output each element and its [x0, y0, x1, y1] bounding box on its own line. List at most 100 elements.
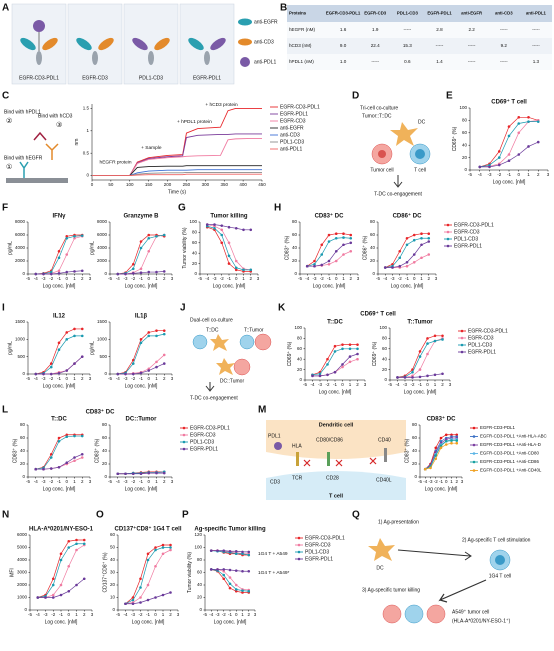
table-cell: 1.0 — [340, 59, 347, 64]
data-point — [222, 568, 226, 571]
y-tick-label: 20 — [370, 258, 376, 263]
panel-label: Q — [352, 510, 360, 521]
data-point — [65, 369, 69, 372]
table-cell: ----- — [371, 59, 379, 64]
fab-pdl1 — [132, 37, 148, 51]
data-point — [426, 337, 429, 340]
t-cell — [192, 334, 208, 350]
data-point — [162, 233, 166, 237]
legend-marker — [446, 223, 450, 227]
data-point — [49, 362, 53, 365]
data-point — [57, 372, 61, 375]
x-tick-label: -1 — [333, 382, 337, 387]
data-point — [139, 586, 142, 589]
data-point — [147, 334, 151, 338]
molecule-label: CD40L — [376, 477, 392, 483]
y-tick-label: 80 — [370, 219, 376, 224]
egfr-capture — [19, 161, 29, 178]
chart-title: CD137⁺CD8⁺ 1G4 T cell — [114, 526, 181, 533]
annotation: 1G4 T + A549 — [258, 551, 288, 557]
data-point — [131, 362, 135, 365]
data-point — [44, 596, 47, 599]
data-point — [242, 268, 245, 272]
table-cell: ----- — [532, 43, 540, 48]
x-tick-label: -4 — [34, 276, 38, 281]
data-point — [116, 472, 120, 476]
y-tick-label: 2000 — [15, 258, 26, 263]
x-tick-label: -3 — [43, 612, 47, 617]
data-point — [80, 355, 84, 358]
data-point — [228, 582, 232, 586]
x-tick-label: 1 — [73, 376, 76, 381]
y-tick-label: 100 — [189, 219, 197, 224]
data-point — [517, 153, 521, 156]
data-point — [398, 256, 402, 260]
legend-label: EGFR-CD3 — [468, 335, 494, 341]
data-point — [146, 598, 150, 602]
fab-egfr — [188, 37, 204, 51]
x-tick-label: 250 — [183, 182, 191, 187]
legend-label: EGFR-CD3-PDL1 — [190, 425, 230, 431]
x-tick-label: -2 — [398, 276, 402, 281]
data-point — [154, 548, 157, 552]
x-tick-label: 400 — [239, 182, 247, 187]
y-tick-label: 0 — [384, 377, 387, 382]
step-label: 1) Ag-presentation — [378, 519, 419, 525]
data-point — [418, 368, 422, 371]
data-point — [434, 446, 438, 450]
chart: 0 0.5 1 1.5 0 50 100 150 200 250 300 350 400 450 Time … — [74, 102, 320, 195]
legend-label: EGFR-PDL1 — [454, 243, 482, 249]
data-point — [427, 253, 431, 256]
table-header-cell: PDL1-CD3 — [397, 11, 419, 16]
data-point — [439, 436, 443, 440]
data-point — [139, 267, 143, 271]
data-point — [131, 472, 135, 476]
y-tick-label: 20 — [382, 367, 388, 372]
x-tick-label: -4 — [423, 479, 427, 484]
x-tick-label: 1 — [162, 612, 165, 617]
data-point — [49, 372, 53, 376]
panel-label: N — [2, 510, 9, 521]
x-tick-label: -3 — [41, 276, 45, 281]
data-point — [227, 262, 231, 265]
data-point — [57, 272, 61, 275]
y-tick-label: 80 — [292, 219, 298, 224]
cd80-icon — [327, 452, 330, 466]
data-point — [356, 352, 359, 356]
y-tick-label: 10 — [110, 595, 116, 600]
x-tick-label: -1 — [439, 479, 443, 484]
data-point — [418, 375, 422, 379]
x-tick-label: 0 — [67, 612, 70, 617]
data-point — [216, 549, 219, 552]
data-point — [146, 552, 150, 556]
x-tick-label: -1 — [57, 376, 61, 381]
data-point — [326, 363, 329, 366]
y-tick-label: 20 — [20, 461, 26, 466]
y-axis-label: pg/mL — [89, 241, 95, 255]
y-tick-label: 1 — [86, 128, 89, 133]
x-axis-label: Log conc. [nM] — [319, 389, 352, 395]
y-axis-label: Tumor viability (%) — [182, 227, 188, 269]
data-point — [49, 456, 53, 459]
y-tick-label: 0 — [22, 271, 25, 276]
x-tick-label: -2 — [320, 276, 324, 281]
legend-label: anti-EGFR — [254, 19, 278, 25]
x-tick-label: 0 — [445, 479, 448, 484]
y-tick-label: 20 — [110, 582, 116, 587]
diagram-outcome: T-DC co-engagement — [190, 395, 238, 401]
table-cell: ----- — [468, 59, 476, 64]
annotation: hEGFR protein — [100, 159, 132, 165]
y-tick-label: 60 — [292, 232, 298, 237]
data-point — [455, 441, 459, 445]
cell-label: (HLA-A*0201/NY-ESO-1⁺) — [452, 618, 511, 624]
x-tick-label: 2 — [349, 276, 352, 281]
data-point — [82, 538, 86, 542]
data-point — [227, 241, 231, 245]
data-point — [228, 586, 232, 590]
data-point — [398, 249, 402, 253]
y-tick-label: 20 — [292, 258, 298, 263]
x-tick-label: -1 — [228, 612, 232, 617]
data-point — [34, 372, 38, 376]
